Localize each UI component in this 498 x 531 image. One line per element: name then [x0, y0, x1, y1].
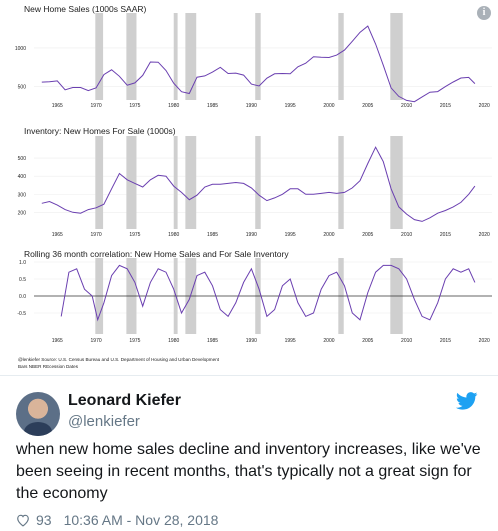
x-tick-label: 1965	[52, 338, 63, 344]
chart-title: Rolling 36 month correlation: New Home S…	[24, 249, 289, 259]
tweet-text: when new home sales decline and inventor…	[16, 441, 481, 502]
series-line	[41, 25, 476, 103]
x-tick-label: 2000	[323, 103, 334, 109]
recession-bar	[338, 136, 344, 229]
x-tick-label: 2015	[440, 338, 451, 344]
like-count[interactable]: 93	[36, 512, 52, 528]
y-tick-label: 200	[18, 210, 27, 216]
x-tick-label: 2005	[362, 338, 373, 344]
x-tick-label: 1970	[91, 232, 102, 238]
x-tick-label: 1995	[285, 338, 296, 344]
info-icon[interactable]: i	[477, 6, 491, 20]
x-tick-label: 1990	[246, 232, 257, 238]
x-tick-label: 2000	[323, 232, 334, 238]
x-tick-label: 2020	[479, 103, 490, 109]
x-tick-label: 2010	[401, 103, 412, 109]
x-tick-label: 2020	[479, 232, 490, 238]
recession-bar	[126, 136, 137, 229]
x-tick-label: 2010	[401, 232, 412, 238]
x-tick-label: 2015	[440, 232, 451, 238]
y-tick-label: -0.5	[17, 311, 26, 317]
series-line	[41, 146, 476, 222]
x-tick-label: 1985	[207, 232, 218, 238]
chart-source-caption: Bars NBER REcession Dates	[18, 364, 79, 369]
x-tick-label: 1980	[168, 338, 179, 344]
recession-bar	[390, 136, 403, 229]
heart-icon[interactable]	[16, 513, 30, 527]
x-tick-label: 1990	[246, 338, 257, 344]
avatar[interactable]	[16, 392, 60, 436]
timestamp[interactable]: 10:36 AM - Nov 28, 2018	[63, 512, 219, 528]
series-line	[60, 264, 476, 322]
y-tick-label: 300	[18, 192, 27, 198]
x-tick-label: 1985	[207, 338, 218, 344]
recession-bar	[185, 13, 197, 100]
chart-title: New Home Sales (1000s SAAR)	[24, 4, 147, 14]
recession-bar	[173, 13, 178, 100]
x-tick-label: 1985	[207, 103, 218, 109]
recession-bar	[185, 136, 197, 229]
y-tick-label: 400	[18, 174, 27, 180]
recession-bar	[390, 13, 403, 100]
handle[interactable]: @lenkiefer	[68, 413, 140, 430]
recession-bar	[173, 136, 178, 229]
x-tick-label: 1980	[168, 103, 179, 109]
recession-bar	[338, 13, 344, 100]
chart-title: Inventory: New Homes For Sale (1000s)	[24, 126, 176, 136]
y-tick-label: 500	[18, 156, 27, 162]
tweet-footer: 93 10:36 AM - Nov 28, 2018	[16, 512, 218, 528]
recession-bar	[126, 13, 137, 100]
x-tick-label: 2015	[440, 103, 451, 109]
recession-bar	[255, 13, 261, 100]
x-tick-label: 1975	[129, 232, 140, 238]
x-tick-label: 2010	[401, 338, 412, 344]
x-tick-label: 2000	[323, 338, 334, 344]
charts-svg: New Home Sales (1000s SAAR) 500 1000 1965 19…	[15, 4, 492, 369]
recession-bar	[255, 136, 261, 229]
y-tick-label: 1.0	[19, 260, 26, 266]
x-tick-label: 1975	[129, 338, 140, 344]
y-tick-label: 1000	[15, 46, 26, 52]
x-tick-label: 1970	[91, 103, 102, 109]
x-tick-label: 1975	[129, 103, 140, 109]
x-tick-label: 1970	[91, 338, 102, 344]
x-tick-label: 2005	[362, 103, 373, 109]
x-tick-label: 2020	[479, 338, 490, 344]
x-tick-label: 1990	[246, 103, 257, 109]
x-tick-label: 1965	[52, 232, 63, 238]
chart-source-caption: @lenkiefer Source: U.S. Census Bureau an…	[18, 357, 220, 362]
recession-bar	[95, 13, 104, 100]
divider	[0, 375, 498, 376]
chart-image: New Home Sales (1000s SAAR) 500 1000 1965 19…	[14, 4, 492, 369]
x-tick-label: 1995	[285, 232, 296, 238]
x-tick-label: 1980	[168, 232, 179, 238]
recession-bar	[95, 136, 104, 229]
twitter-bird-icon[interactable]	[456, 392, 478, 410]
y-tick-label: 0.0	[19, 294, 26, 300]
x-tick-label: 1965	[52, 103, 63, 109]
y-tick-label: 500	[18, 85, 27, 91]
x-tick-label: 2005	[362, 232, 373, 238]
x-tick-label: 1995	[285, 103, 296, 109]
display-name[interactable]: Leonard Kiefer	[68, 392, 181, 409]
y-tick-label: 0.5	[19, 277, 26, 283]
